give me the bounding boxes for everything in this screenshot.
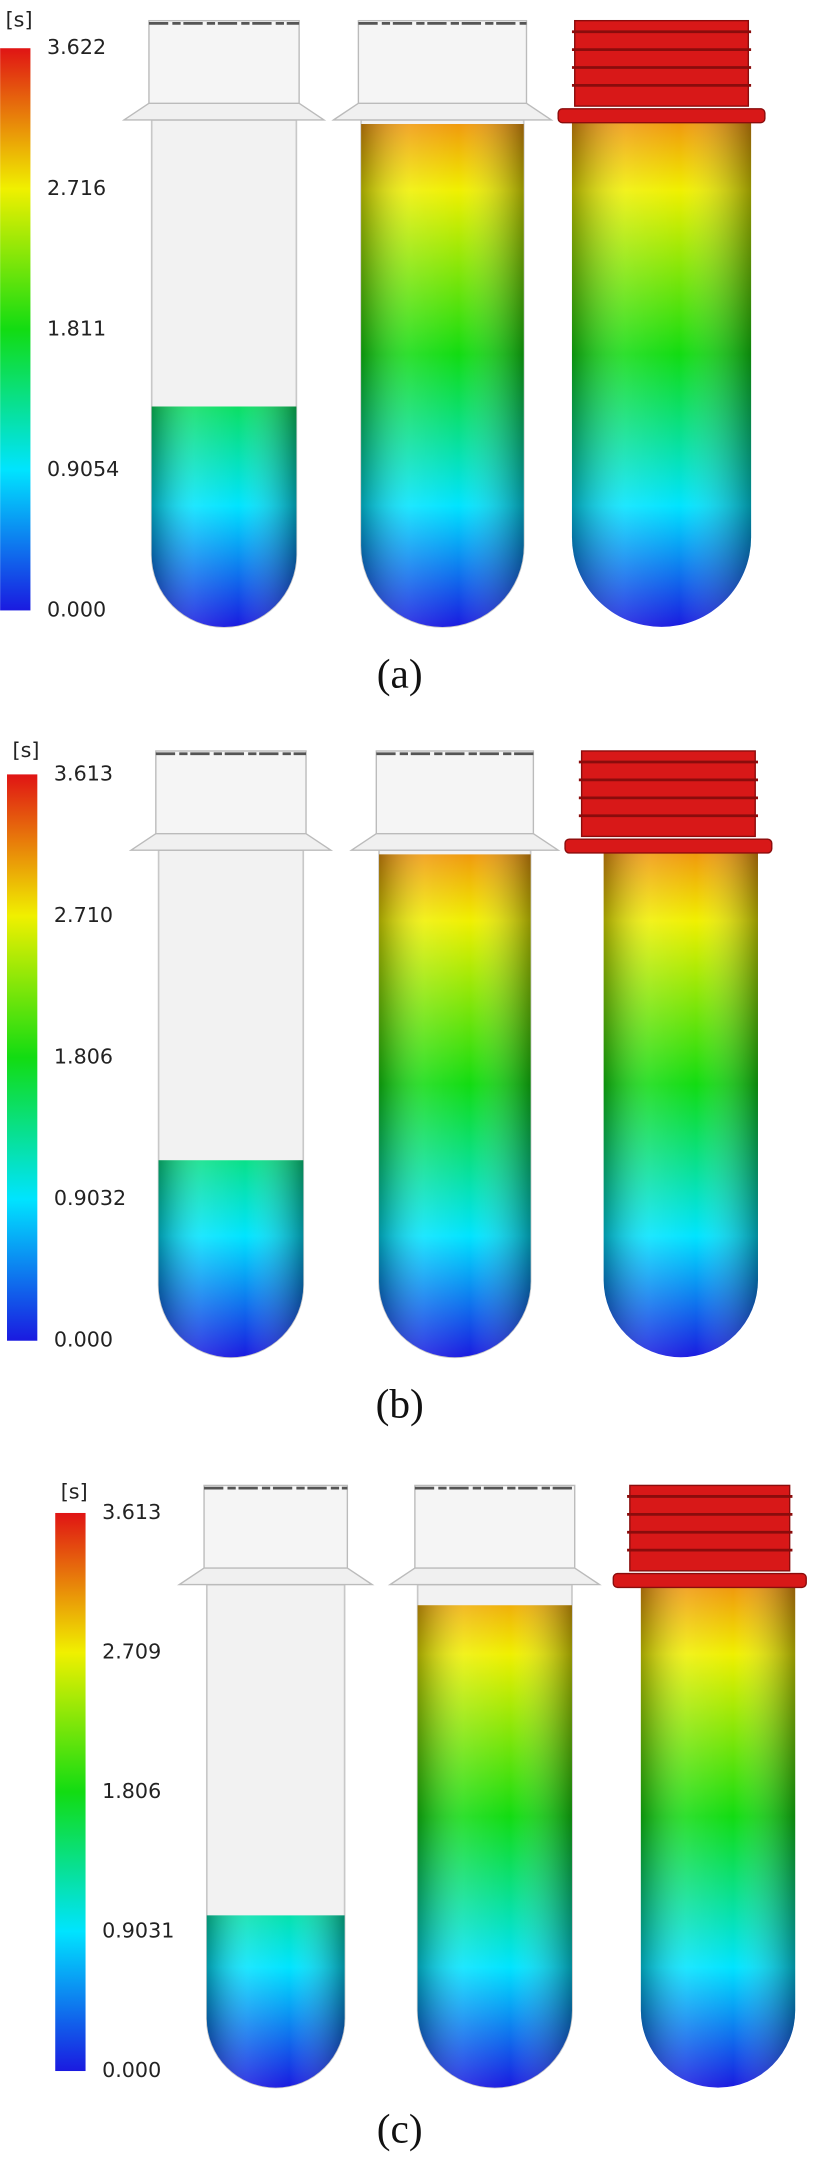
preform-shade: [158, 1160, 304, 1358]
color-bar: [55, 1512, 86, 2072]
unit-label: [s]: [6, 8, 33, 32]
unit-label: [s]: [13, 738, 40, 762]
preform-shade: [361, 124, 524, 627]
flange-ghost: [176, 1567, 375, 1586]
scale-label: 0.000: [47, 597, 106, 621]
scale-label: 3.622: [47, 35, 106, 59]
unit-label: [s]: [61, 1479, 88, 1503]
neck-ghost: [155, 750, 307, 838]
neck-cap: [629, 1484, 791, 1572]
caption: (b): [376, 1381, 424, 1428]
neck-ghost: [357, 19, 528, 107]
preform-shade: [206, 1915, 345, 2088]
scale-label: 0.9032: [54, 1186, 126, 1210]
flange-ghost: [387, 1567, 602, 1586]
flange: [612, 1572, 807, 1589]
neck-ghost: [203, 1484, 349, 1572]
neck-cap: [580, 750, 756, 838]
neck-ghost: [414, 1484, 576, 1572]
preform-shade: [417, 1605, 572, 2088]
scale-label: 0.9054: [47, 457, 119, 481]
scale-label: 2.716: [47, 176, 106, 200]
preform-shade: [640, 1584, 796, 2088]
flange-ghost: [349, 832, 561, 851]
caption: (c): [377, 2106, 423, 2153]
neck-ghost: [375, 750, 535, 838]
flange-ghost: [331, 102, 554, 121]
flange-ghost: [121, 102, 327, 121]
scale-label: 0.000: [54, 1328, 113, 1352]
caption: (a): [377, 650, 423, 697]
scale-label: 2.709: [102, 1639, 161, 1663]
scale-label: 2.710: [54, 903, 113, 927]
color-bar: [0, 48, 31, 611]
scale-label: 3.613: [54, 761, 113, 785]
neck-ghost: [148, 19, 300, 107]
flange-ghost: [128, 832, 334, 851]
preform-shade: [151, 406, 297, 627]
scale-label: 3.613: [102, 1500, 161, 1524]
preform-shade: [379, 854, 531, 1358]
neck-cap: [574, 19, 750, 107]
preform-shade: [571, 119, 752, 627]
color-bar: [7, 774, 38, 1341]
flange: [557, 108, 766, 124]
scale-label: 1.806: [54, 1045, 113, 1069]
scale-label: 0.9031: [102, 1919, 174, 1943]
scale-label: 0.000: [102, 2058, 161, 2082]
scale-label: 1.806: [102, 1779, 161, 1803]
flange: [564, 838, 773, 854]
scale-label: 1.811: [47, 316, 106, 340]
preform-shade: [603, 850, 758, 1358]
